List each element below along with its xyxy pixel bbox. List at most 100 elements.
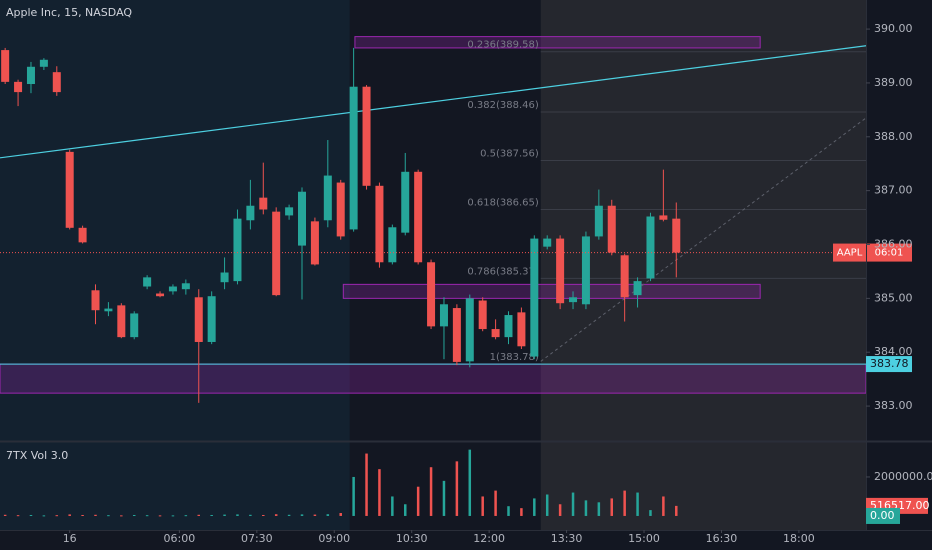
y-tick-label: 383.00 — [874, 399, 913, 412]
y-tick-label: 389.00 — [874, 76, 913, 89]
volume-bar — [571, 492, 575, 516]
volume-bar — [378, 469, 381, 516]
volume-bar — [42, 515, 46, 517]
volume-bar — [339, 513, 342, 516]
candle-body — [504, 315, 513, 338]
x-tick-label: 07:30 — [241, 532, 273, 545]
volume-bar — [145, 515, 149, 517]
volume-bar — [16, 515, 20, 517]
candle-body — [414, 171, 423, 263]
candle-body — [530, 238, 539, 357]
candle-body — [168, 286, 177, 292]
volume-bar — [468, 449, 472, 516]
volume-bar — [210, 514, 213, 516]
volume-bar — [533, 498, 536, 516]
zone-box — [354, 36, 761, 49]
candle-body — [207, 296, 216, 342]
candle-body — [65, 151, 74, 228]
volume-bar — [274, 514, 278, 516]
volume-bar — [120, 515, 123, 517]
fib-label: 0.236(389.58) — [467, 40, 539, 51]
volume-bar — [223, 514, 226, 516]
volume-bar — [597, 502, 601, 516]
candle-body — [14, 81, 23, 93]
candle-body — [26, 66, 35, 85]
volume-bar — [404, 504, 407, 516]
countdown-label: 06:01 — [875, 248, 904, 259]
volume-bar — [107, 515, 110, 517]
volume-bar — [481, 496, 484, 516]
y-tick-label: 390.00 — [874, 22, 913, 35]
x-tick-label: 09:00 — [318, 532, 350, 545]
volume-bar — [584, 500, 588, 516]
candle-body — [465, 298, 474, 362]
candle-body — [336, 182, 345, 237]
session-shade — [349, 0, 541, 530]
volume-bar — [287, 514, 291, 516]
candle-body — [401, 171, 410, 233]
volume-bar — [520, 508, 523, 516]
x-tick-label: 10:30 — [396, 532, 428, 545]
volume-bar — [649, 510, 652, 516]
fib-label: 0.382(388.46) — [467, 100, 539, 111]
candle-body — [310, 221, 319, 265]
zone-box — [0, 363, 867, 394]
volume-bar — [313, 514, 317, 516]
volume-bar — [300, 514, 304, 516]
candle-body — [349, 86, 358, 230]
x-tick-label: 16 — [63, 532, 77, 545]
volume-bar — [494, 490, 497, 516]
indicator-title: 7TX Vol 3.0 — [6, 449, 68, 462]
candle-body — [478, 300, 487, 330]
candle-body — [259, 197, 268, 210]
candle-body — [659, 215, 668, 220]
y-tick-label: 388.00 — [874, 130, 913, 143]
volume-bar — [55, 515, 59, 517]
candle-body — [375, 185, 384, 263]
candle-body — [285, 207, 294, 216]
x-tick-label: 15:00 — [628, 532, 660, 545]
x-tick-label: 06:00 — [164, 532, 196, 545]
volume-bar — [507, 506, 510, 516]
volume-bar — [3, 514, 7, 516]
projection-line — [540, 117, 867, 362]
candle-body — [78, 227, 87, 243]
volume-bar — [636, 492, 639, 516]
candle-body — [362, 86, 371, 186]
candle-body — [272, 211, 281, 296]
symbol-label: AAPL — [837, 248, 863, 259]
candle-body — [581, 236, 590, 305]
volume-bar — [416, 486, 420, 516]
candle-body — [388, 227, 397, 263]
candle-body — [427, 262, 436, 327]
trendline — [0, 45, 867, 159]
candle-body — [569, 297, 578, 303]
candle-body — [646, 216, 655, 279]
candle-body — [452, 308, 461, 362]
volume-bar — [29, 514, 33, 516]
chart-title: Apple Inc, 15, NASDAQ — [6, 6, 132, 19]
zone-box — [342, 283, 761, 299]
candle-body — [620, 255, 629, 298]
candle-body — [143, 277, 152, 287]
fib-label: 0.5(387.56) — [480, 148, 539, 159]
volume-bar — [184, 515, 188, 517]
volume-bar — [132, 514, 136, 516]
candle-body — [439, 304, 448, 327]
fib-label: 0.618(386.65) — [467, 197, 539, 208]
volume-bar — [545, 494, 549, 516]
volume-bar — [610, 498, 613, 516]
volume-bar — [442, 480, 446, 516]
volume-bar — [391, 496, 394, 516]
volume-bar — [365, 453, 368, 516]
fib-label: 0.786(385.37) — [467, 266, 539, 277]
countdown-badge — [866, 243, 912, 262]
candle-body — [594, 205, 603, 237]
candle-body — [607, 205, 616, 253]
x-tick-label: 16:30 — [706, 532, 738, 545]
marker-label: 0.00 — [870, 509, 895, 522]
fib-label: 1(383.78) — [490, 352, 539, 363]
candle-body — [633, 281, 642, 296]
y-tick-label: 2000000.00 — [874, 470, 932, 483]
